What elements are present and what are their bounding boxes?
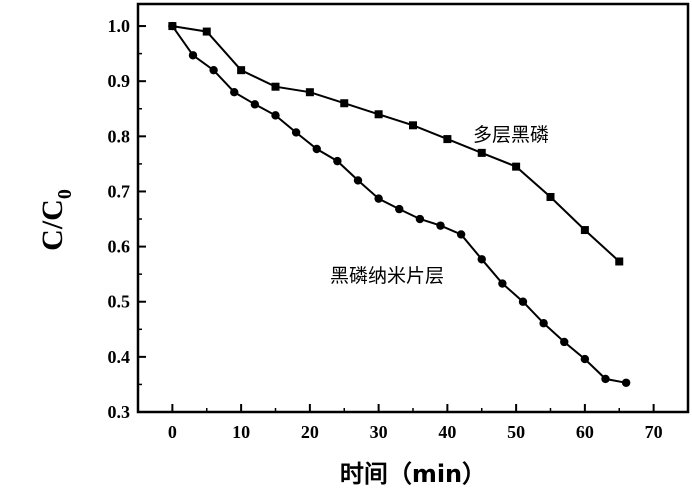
data-point-circle [539,319,548,328]
x-tick-label: 60 [576,422,594,442]
x-tick-label: 10 [232,422,250,442]
x-tick-label: 0 [168,422,177,442]
data-point-circle [456,230,466,239]
data-point-circle [580,354,590,364]
data-point-square [305,88,314,97]
data-point-square [202,27,211,36]
data-point-square [512,162,521,171]
data-point-square [477,148,486,157]
data-point-square [615,257,624,266]
data-point-circle [395,204,404,214]
data-point-circle [518,297,528,306]
data-point-circle [168,21,177,31]
x-tick-label: 70 [645,422,663,442]
data-point-square [340,99,349,108]
data-point-square [374,110,383,119]
y-tick-label: 1.0 [108,16,131,36]
y-axis-title-subscript: 0 [54,189,76,199]
y-tick-label: 0.6 [108,237,131,257]
data-point-circle [374,194,383,203]
data-point-circle [477,255,486,264]
data-point-circle [560,337,569,347]
data-point-square [271,82,280,91]
data-point-circle [436,221,445,230]
y-tick-label: 0.7 [108,181,131,201]
series-line-0 [172,25,620,263]
data-point-circle [312,144,321,154]
series-label-bp-nanosheet: 黑磷纳米片层 [330,265,444,287]
x-tick-label: 40 [438,422,456,442]
x-axis-title: 时间（min） [340,460,486,488]
data-point-circle [230,88,239,97]
y-tick-label: 0.8 [108,126,131,146]
data-point-circle [271,111,280,120]
data-point-circle [209,65,218,75]
data-point-circle [498,279,507,288]
y-tick-label: 0.9 [108,71,131,91]
x-tick-label: 50 [507,422,525,442]
data-point-circle [415,214,425,224]
x-tick-label: 20 [301,422,319,442]
data-point-square [409,121,417,130]
data-point-square [580,226,589,235]
svg-text:C/C0: C/C0 [36,189,76,251]
data-point-circle [188,51,198,60]
data-point-circle [250,100,260,109]
data-point-circle [601,374,610,384]
series-label-multilayer-bp: 多层黑磷 [473,124,549,146]
data-point-square [237,66,246,75]
data-point-circle [353,176,363,185]
data-point-square [443,135,452,144]
y-tick-label: 0.5 [108,292,131,312]
y-axis-title-main: C/C [36,199,69,251]
data-point-circle [333,156,342,166]
x-tick-label: 30 [370,422,388,442]
y-axis-title: C/C0 [36,189,76,251]
plot-frame [136,2,690,414]
data-point-square [546,192,555,201]
y-tick-label: 0.3 [108,402,131,422]
data-point-circle [621,378,631,387]
series-group [168,21,631,387]
data-point-circle [291,128,301,137]
y-tick-label: 0.4 [108,347,131,367]
axes: 0 10 20 30 40 50 60 70 0.3 0.4 0.5 0.6 0.7 0.8 0.9 1.0 [108,16,663,442]
